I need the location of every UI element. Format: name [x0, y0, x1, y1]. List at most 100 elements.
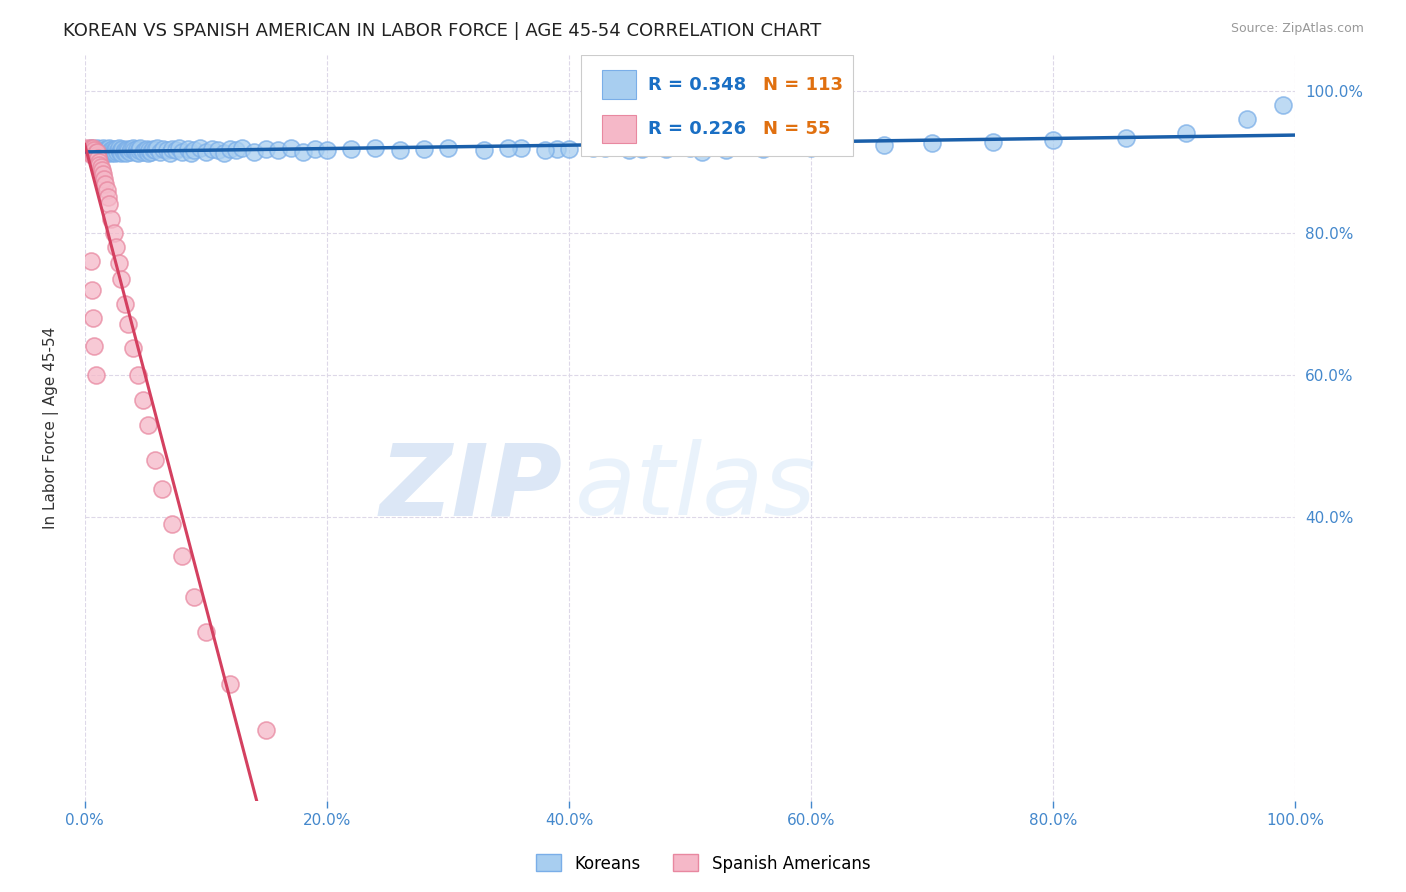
Point: [86, 147, 108, 161]
Point: [129, 140, 152, 154]
Point: [183, 590, 205, 604]
Legend: Koreans, Spanish Americans: Koreans, Spanish Americans: [529, 847, 877, 880]
Point: [188, 140, 211, 154]
Text: ZIP: ZIP: [380, 440, 562, 536]
Point: [80, 147, 103, 161]
Point: [533, 144, 555, 158]
Point: [124, 145, 146, 159]
Point: [112, 145, 135, 159]
Point: [254, 142, 277, 156]
Point: [136, 417, 159, 432]
Point: [152, 142, 174, 156]
Point: [80, 254, 103, 268]
Bar: [602, 70, 636, 99]
Point: [91, 146, 114, 161]
Point: [141, 145, 163, 159]
Point: [118, 145, 141, 159]
Point: [690, 145, 713, 159]
Text: Source: ZipAtlas.com: Source: ZipAtlas.com: [1230, 22, 1364, 36]
Point: [981, 135, 1004, 149]
Point: [110, 146, 132, 161]
Point: [96, 146, 118, 161]
Point: [291, 145, 314, 159]
Point: [776, 139, 799, 153]
Point: [107, 140, 129, 154]
Point: [546, 142, 568, 156]
Point: [94, 145, 117, 159]
Point: [142, 142, 165, 156]
Point: [89, 158, 111, 172]
Point: [105, 142, 128, 156]
Point: [96, 142, 118, 156]
Point: [105, 240, 128, 254]
Point: [86, 147, 108, 161]
Point: [101, 142, 124, 156]
Y-axis label: In Labor Force | Age 45-54: In Labor Force | Age 45-54: [44, 327, 59, 529]
Point: [170, 145, 193, 159]
Point: [100, 211, 122, 226]
Point: [76, 140, 98, 154]
Point: [582, 140, 605, 154]
Point: [107, 255, 129, 269]
Point: [84, 149, 107, 163]
Point: [180, 146, 202, 161]
Point: [143, 144, 166, 158]
Point: [82, 144, 104, 158]
Bar: [602, 115, 636, 143]
Point: [98, 142, 121, 156]
Point: [304, 142, 326, 156]
Point: [165, 144, 187, 158]
Point: [114, 297, 136, 311]
Point: [83, 144, 105, 158]
Point: [82, 146, 104, 161]
Point: [160, 142, 183, 156]
Point: [167, 140, 190, 154]
Point: [90, 142, 112, 156]
Point: [149, 145, 172, 159]
Point: [93, 144, 115, 158]
Point: [388, 144, 411, 158]
Point: [243, 145, 266, 159]
Point: [82, 311, 104, 326]
Point: [498, 140, 520, 154]
Point: [80, 140, 103, 154]
Point: [89, 154, 111, 169]
Point: [183, 144, 205, 158]
Point: [97, 190, 120, 204]
Point: [655, 142, 678, 156]
Text: N = 55: N = 55: [762, 120, 830, 137]
Point: [824, 137, 846, 152]
Point: [176, 142, 198, 156]
Point: [170, 549, 193, 563]
Point: [716, 144, 738, 158]
Point: [364, 140, 387, 154]
Text: R = 0.348: R = 0.348: [648, 76, 745, 94]
Point: [127, 146, 149, 161]
Point: [201, 142, 224, 156]
Point: [437, 140, 460, 154]
Point: [207, 144, 229, 158]
Point: [231, 140, 253, 154]
Point: [1272, 98, 1295, 112]
Point: [98, 144, 121, 158]
Point: [80, 144, 103, 158]
FancyBboxPatch shape: [581, 55, 853, 156]
Point: [1175, 126, 1198, 140]
Point: [120, 142, 142, 156]
Point: [94, 178, 117, 192]
Point: [921, 136, 943, 151]
Point: [110, 144, 132, 158]
Point: [79, 142, 101, 156]
Point: [219, 677, 242, 691]
Point: [159, 146, 181, 161]
Point: [83, 147, 105, 161]
Point: [84, 368, 107, 382]
Point: [1042, 133, 1064, 147]
Point: [136, 146, 159, 161]
Point: [800, 140, 823, 154]
Point: [111, 142, 134, 156]
Text: atlas: atlas: [575, 440, 817, 536]
Point: [98, 140, 121, 154]
Point: [212, 146, 235, 161]
Point: [107, 145, 129, 159]
